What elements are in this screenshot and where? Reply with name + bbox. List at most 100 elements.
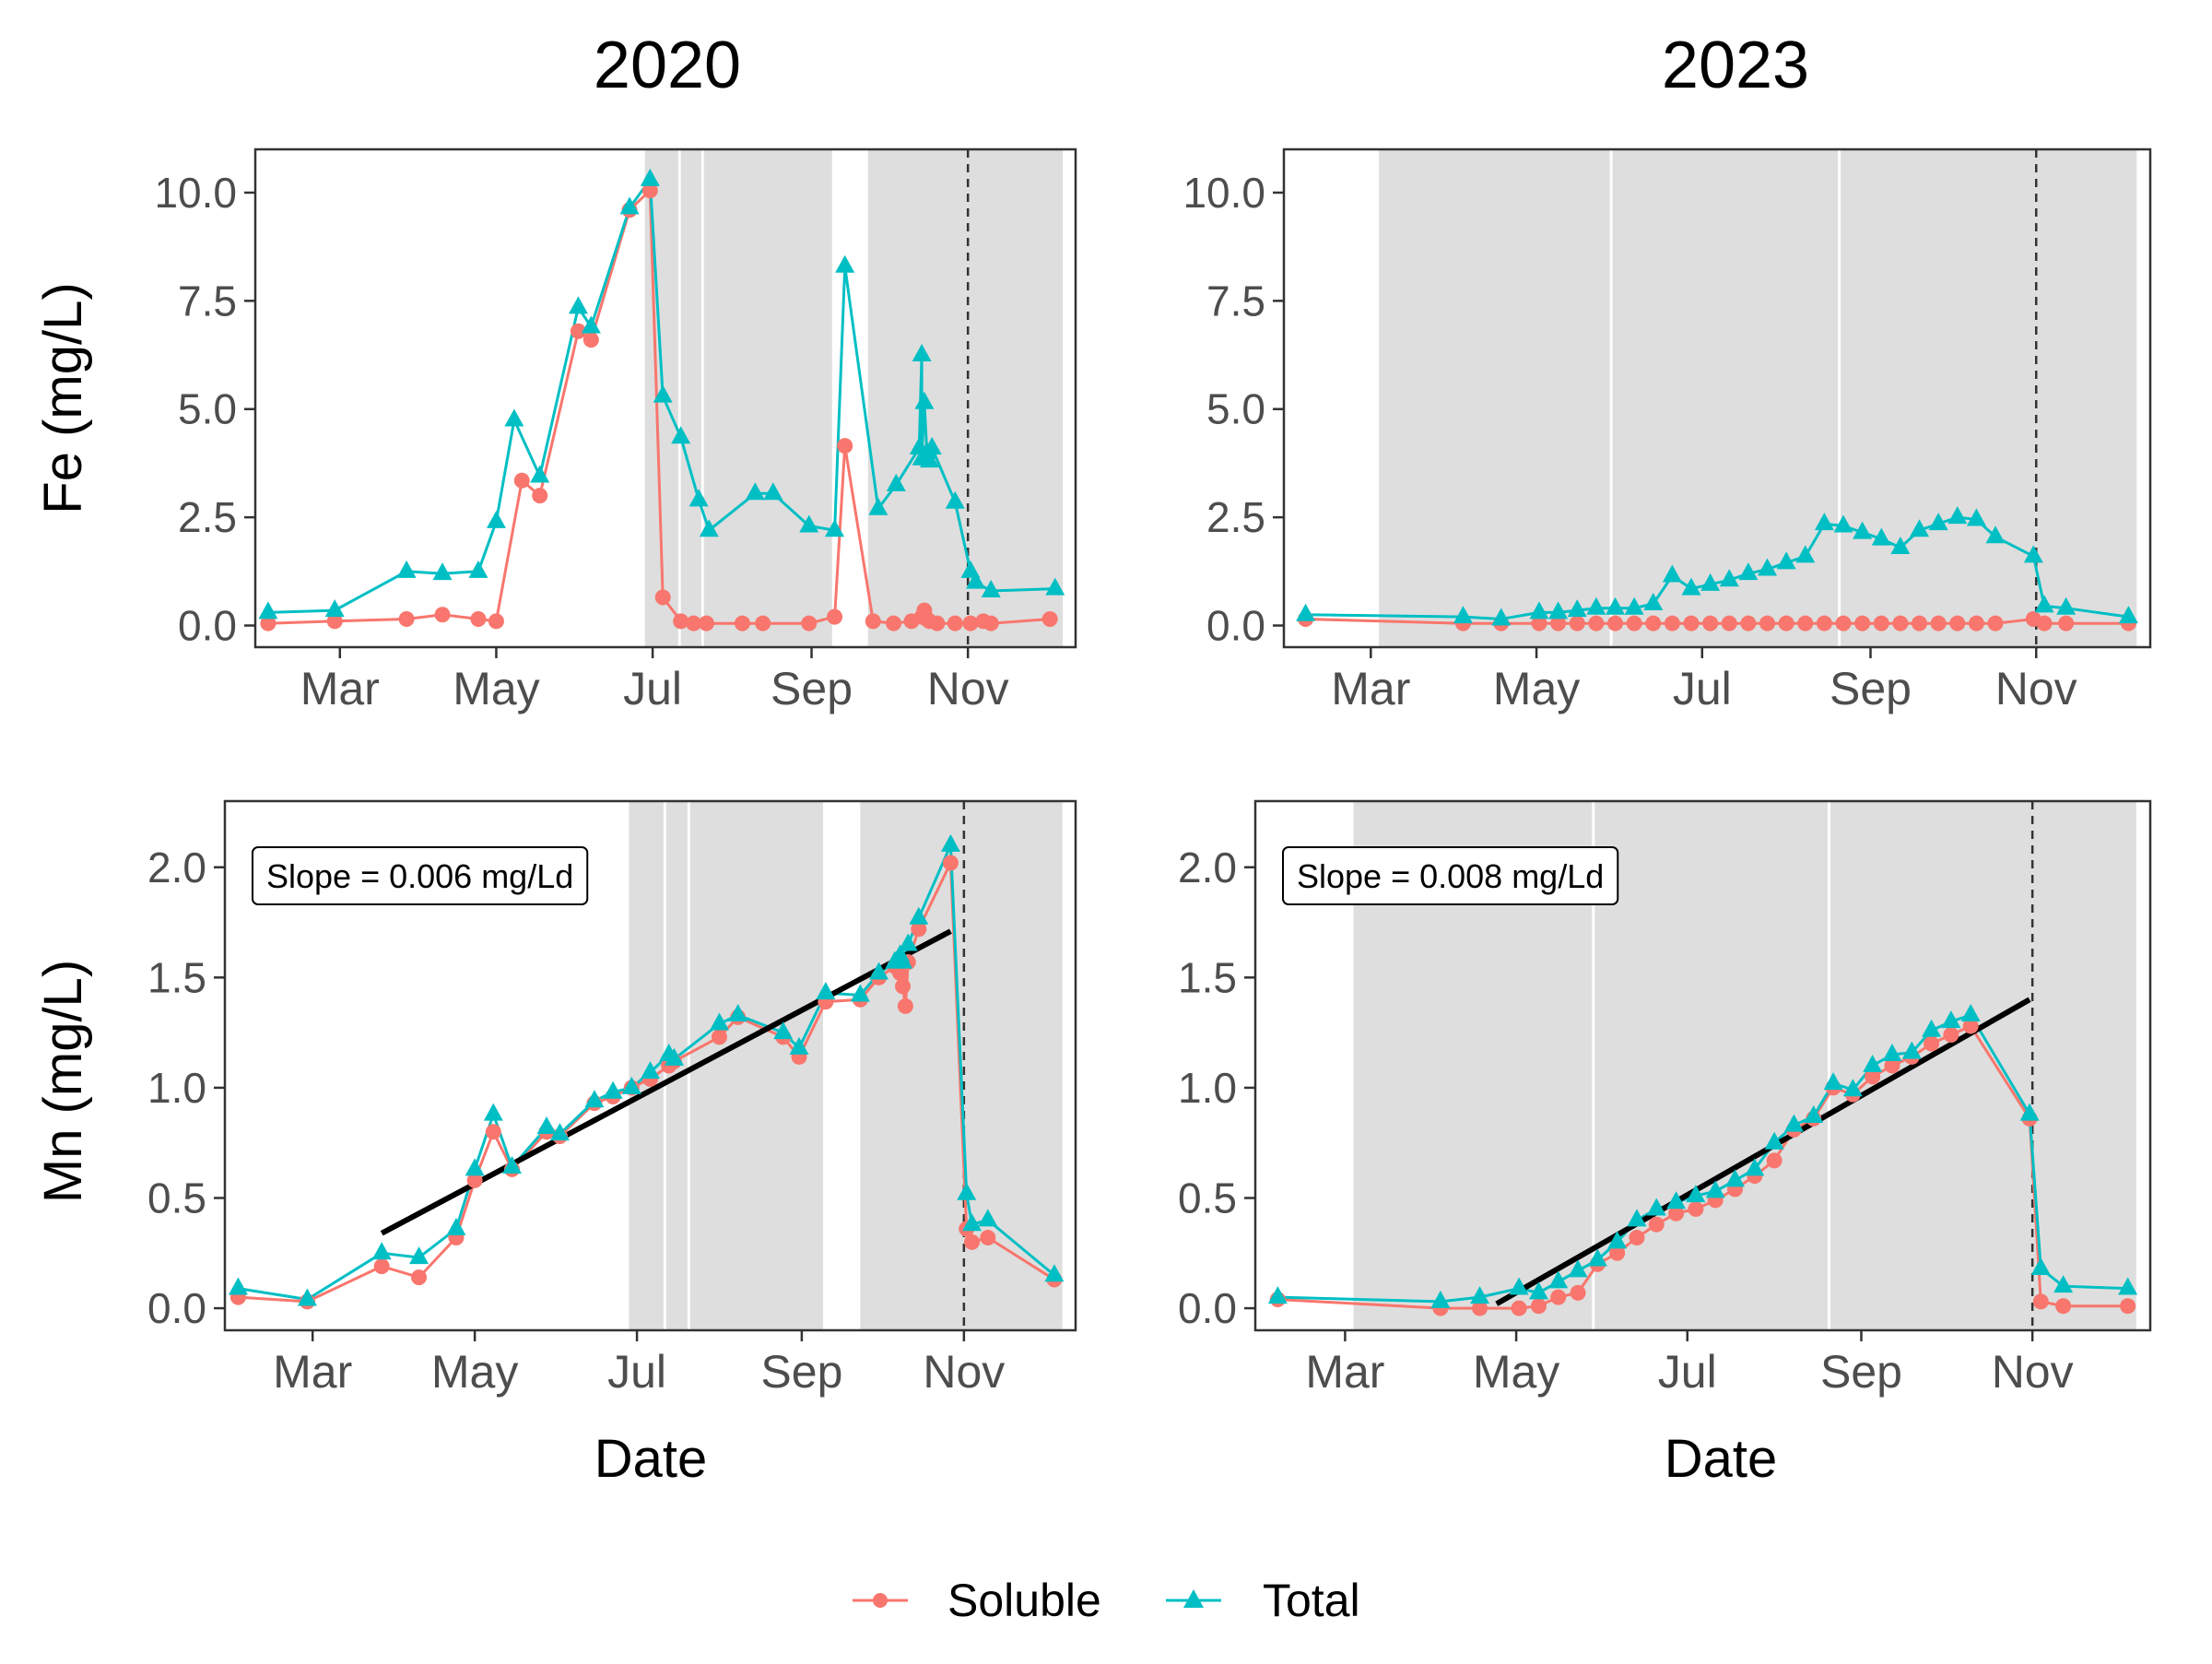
point-total xyxy=(1758,558,1778,576)
x-tick-label: Sep xyxy=(760,1346,842,1398)
x-tick-label: Nov xyxy=(927,663,1009,714)
point-total xyxy=(1627,1209,1647,1227)
point-soluble xyxy=(1949,615,1966,631)
point-total xyxy=(940,833,960,852)
shaded-period xyxy=(1379,150,1610,646)
y-tick-label: 10.0 xyxy=(154,169,237,217)
panel-border xyxy=(1253,799,2152,1332)
legend: Soluble Total xyxy=(853,1575,1360,1626)
point-soluble xyxy=(2058,615,2075,631)
panel-border xyxy=(1282,148,2152,649)
point-soluble xyxy=(1702,615,1719,631)
point-total xyxy=(2053,1275,2074,1293)
point-total xyxy=(763,482,783,501)
point-soluble xyxy=(1588,615,1605,631)
point-total xyxy=(2030,1257,2051,1276)
point-total xyxy=(446,1217,466,1235)
point-soluble xyxy=(1569,615,1585,631)
point-soluble xyxy=(570,323,586,339)
legend-soluble-marker xyxy=(873,1593,888,1608)
y-tick-label: 1.0 xyxy=(1178,1064,1237,1112)
point-soluble xyxy=(947,615,963,631)
x-tick-label: May xyxy=(453,663,539,714)
point-soluble xyxy=(532,488,548,504)
point-total xyxy=(919,450,939,468)
point-total xyxy=(981,579,1001,597)
point-total xyxy=(1045,577,1065,596)
y-tick-label: 1.5 xyxy=(147,953,206,1001)
y-tick-label: 5.0 xyxy=(178,385,237,433)
point-total xyxy=(1607,1231,1628,1249)
point-total xyxy=(603,1080,623,1099)
point-soluble xyxy=(1740,615,1757,631)
point-soluble xyxy=(1962,1018,1979,1034)
point-soluble xyxy=(2032,1293,2049,1310)
point-soluble xyxy=(1721,615,1737,631)
slope-annotation: Slope = 0.006 mg/Ld xyxy=(266,857,573,895)
point-total xyxy=(664,1047,684,1066)
point-total xyxy=(2023,545,2043,563)
point-total xyxy=(893,950,913,969)
point-total xyxy=(914,391,935,409)
point-soluble xyxy=(865,613,881,630)
point-total xyxy=(1922,1019,1942,1037)
point-total xyxy=(1776,551,1796,570)
point-soluble xyxy=(1626,615,1642,631)
point-total xyxy=(1548,601,1569,620)
column-title-2020: 2020 xyxy=(594,29,741,102)
point-total xyxy=(1814,513,1834,531)
point-soluble xyxy=(470,610,487,627)
point-soluble xyxy=(895,978,912,995)
point-soluble xyxy=(1766,1152,1783,1169)
point-total xyxy=(2118,606,2138,624)
panel-fe-2023: 0.0 2.5 5.0 7.5 10.0 Mar May Jul Sep Nov xyxy=(1182,148,2152,714)
point-total xyxy=(1548,1270,1569,1289)
point-total xyxy=(1624,596,1644,615)
point-soluble xyxy=(1645,615,1662,631)
point-total xyxy=(468,560,488,578)
x-tick-label: Mar xyxy=(273,1346,352,1398)
panel-mn-2023: 0.0 0.5 1.0 1.5 2.0 Mar May Jul Sep Nov Slope = 0.… xyxy=(1178,799,2152,1398)
y-axis-title-fe: Fe (mg/L) xyxy=(33,282,93,513)
point-total xyxy=(1529,601,1549,620)
point-total xyxy=(1745,1158,1765,1176)
point-soluble xyxy=(1530,1298,1547,1315)
point-total xyxy=(789,1036,809,1055)
point-total xyxy=(1823,1072,1843,1091)
point-soluble xyxy=(1912,615,1928,631)
y-tick-label: 2.0 xyxy=(147,844,206,891)
point-total xyxy=(2034,595,2054,613)
point-soluble xyxy=(886,615,902,631)
point-total xyxy=(1853,521,1873,539)
point-total xyxy=(835,254,855,273)
point-soluble xyxy=(699,615,714,631)
point-total xyxy=(1567,599,1587,618)
point-total xyxy=(1985,525,2006,544)
point-total xyxy=(1719,569,1739,587)
x-tick-label: Mar xyxy=(1305,1346,1384,1398)
x-tick-label: May xyxy=(1493,663,1580,714)
point-total xyxy=(869,962,889,980)
point-total xyxy=(1044,1264,1065,1282)
point-total xyxy=(1890,537,1911,554)
point-total xyxy=(371,1242,392,1260)
point-total xyxy=(641,1061,660,1080)
point-total xyxy=(1681,577,1701,596)
y-axis-title-mn: Mn (mg/L) xyxy=(33,960,93,1203)
point-total xyxy=(825,519,845,537)
point-total xyxy=(536,1115,557,1134)
point-soluble xyxy=(398,610,415,627)
x-tick-label: Jul xyxy=(1673,663,1732,714)
y-tick-label: 2.5 xyxy=(178,493,237,541)
point-soluble xyxy=(1531,615,1547,631)
point-total xyxy=(1960,1003,1981,1021)
y-tick-label: 7.5 xyxy=(178,277,237,325)
point-total xyxy=(898,933,918,951)
point-total xyxy=(228,1277,248,1295)
x-tick-label: Mar xyxy=(300,663,380,714)
y-tick-label: 0.5 xyxy=(1178,1174,1237,1222)
point-total xyxy=(1662,564,1682,583)
point-total xyxy=(1725,1169,1746,1187)
